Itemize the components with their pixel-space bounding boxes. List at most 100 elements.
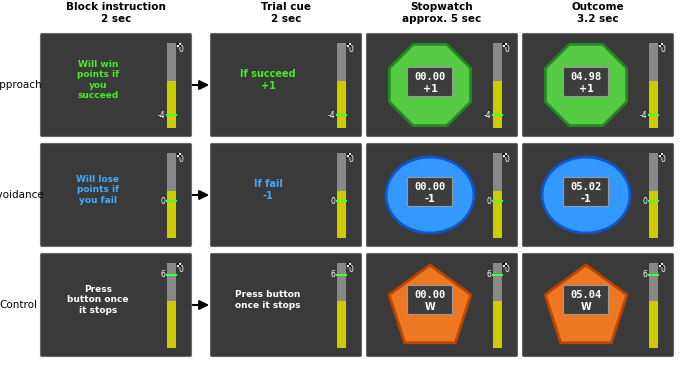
FancyBboxPatch shape [564,68,608,97]
Text: If succeed
+1: If succeed +1 [240,69,296,91]
FancyBboxPatch shape [408,68,453,97]
Bar [338,152,347,238]
Text: W: W [581,302,591,312]
Bar [660,43,662,44]
Text: 6: 6 [486,270,492,279]
Text: 00.00: 00.00 [414,72,446,82]
Bar [506,155,508,157]
Text: 6: 6 [160,270,166,279]
Bar [338,263,347,347]
Text: 0: 0 [179,265,184,274]
FancyBboxPatch shape [210,253,362,356]
Polygon shape [545,265,627,343]
Text: 6: 6 [331,270,336,279]
Text: Stopwatch
approx. 5 sec: Stopwatch approx. 5 sec [402,2,482,24]
Text: 0: 0 [660,45,665,54]
FancyBboxPatch shape [564,177,608,206]
Bar [660,263,662,264]
Bar [338,81,347,128]
Bar [349,155,351,157]
Text: 05.04: 05.04 [571,290,601,300]
Bar [338,191,347,238]
Bar [503,152,506,155]
FancyBboxPatch shape [408,285,453,315]
Bar [506,43,508,44]
Text: 0: 0 [504,45,510,54]
Text: 0: 0 [179,45,184,54]
Text: -4: -4 [328,111,336,120]
Text: 0: 0 [643,196,647,206]
FancyBboxPatch shape [40,33,192,136]
Bar [349,263,351,264]
Bar [506,152,508,155]
Bar [503,155,506,157]
Bar [168,152,177,238]
Bar [177,155,179,157]
Ellipse shape [542,157,630,233]
FancyBboxPatch shape [523,33,673,136]
FancyBboxPatch shape [366,144,517,247]
Bar [347,152,349,155]
Bar [338,301,347,347]
Text: 00.00: 00.00 [414,290,446,300]
Text: +1: +1 [423,84,438,94]
FancyBboxPatch shape [523,253,673,356]
Text: 0: 0 [179,155,184,164]
Bar [179,152,182,155]
Bar [168,263,177,347]
Bar [493,152,503,238]
Text: Approach: Approach [0,80,42,90]
Text: 0: 0 [504,155,510,164]
Text: 0: 0 [504,265,510,274]
Bar [493,43,503,128]
Text: -4: -4 [158,111,166,120]
Polygon shape [389,265,471,343]
Ellipse shape [386,157,474,233]
Bar [649,81,658,128]
Text: -4: -4 [640,111,647,120]
FancyBboxPatch shape [210,144,362,247]
Bar [347,155,349,157]
Bar [506,264,508,266]
Bar [349,264,351,266]
Bar [506,263,508,264]
Bar [177,44,179,46]
Text: 0: 0 [660,265,665,274]
FancyBboxPatch shape [408,177,453,206]
FancyBboxPatch shape [40,253,192,356]
FancyBboxPatch shape [564,285,608,315]
Bar [503,43,506,44]
Bar [179,44,182,46]
Polygon shape [389,44,471,126]
Text: Control: Control [0,300,37,310]
Text: Outcome
3.2 sec: Outcome 3.2 sec [572,2,624,24]
Text: Press button
once it stops: Press button once it stops [235,290,301,310]
Bar [493,301,503,347]
Text: 04.98: 04.98 [571,72,601,82]
Bar [662,43,664,44]
Bar [649,191,658,238]
Bar [662,264,664,266]
Text: 0: 0 [331,196,336,206]
FancyBboxPatch shape [366,253,517,356]
Bar [349,44,351,46]
Bar [179,264,182,266]
FancyBboxPatch shape [40,144,192,247]
Text: 00.00: 00.00 [414,182,446,192]
Bar [179,263,182,264]
Text: 0: 0 [160,196,166,206]
Bar [662,44,664,46]
Bar [347,43,349,44]
Bar [662,152,664,155]
Text: 0: 0 [660,155,665,164]
Text: Press
button once
it stops: Press button once it stops [67,285,129,315]
Bar [662,155,664,157]
Bar [649,152,658,238]
Bar [168,81,177,128]
Text: Will lose
points if
you fail: Will lose points if you fail [77,175,120,205]
Bar [347,263,349,264]
Text: 0: 0 [486,196,492,206]
Bar [649,301,658,347]
Text: 0: 0 [349,155,353,164]
Polygon shape [545,44,627,126]
